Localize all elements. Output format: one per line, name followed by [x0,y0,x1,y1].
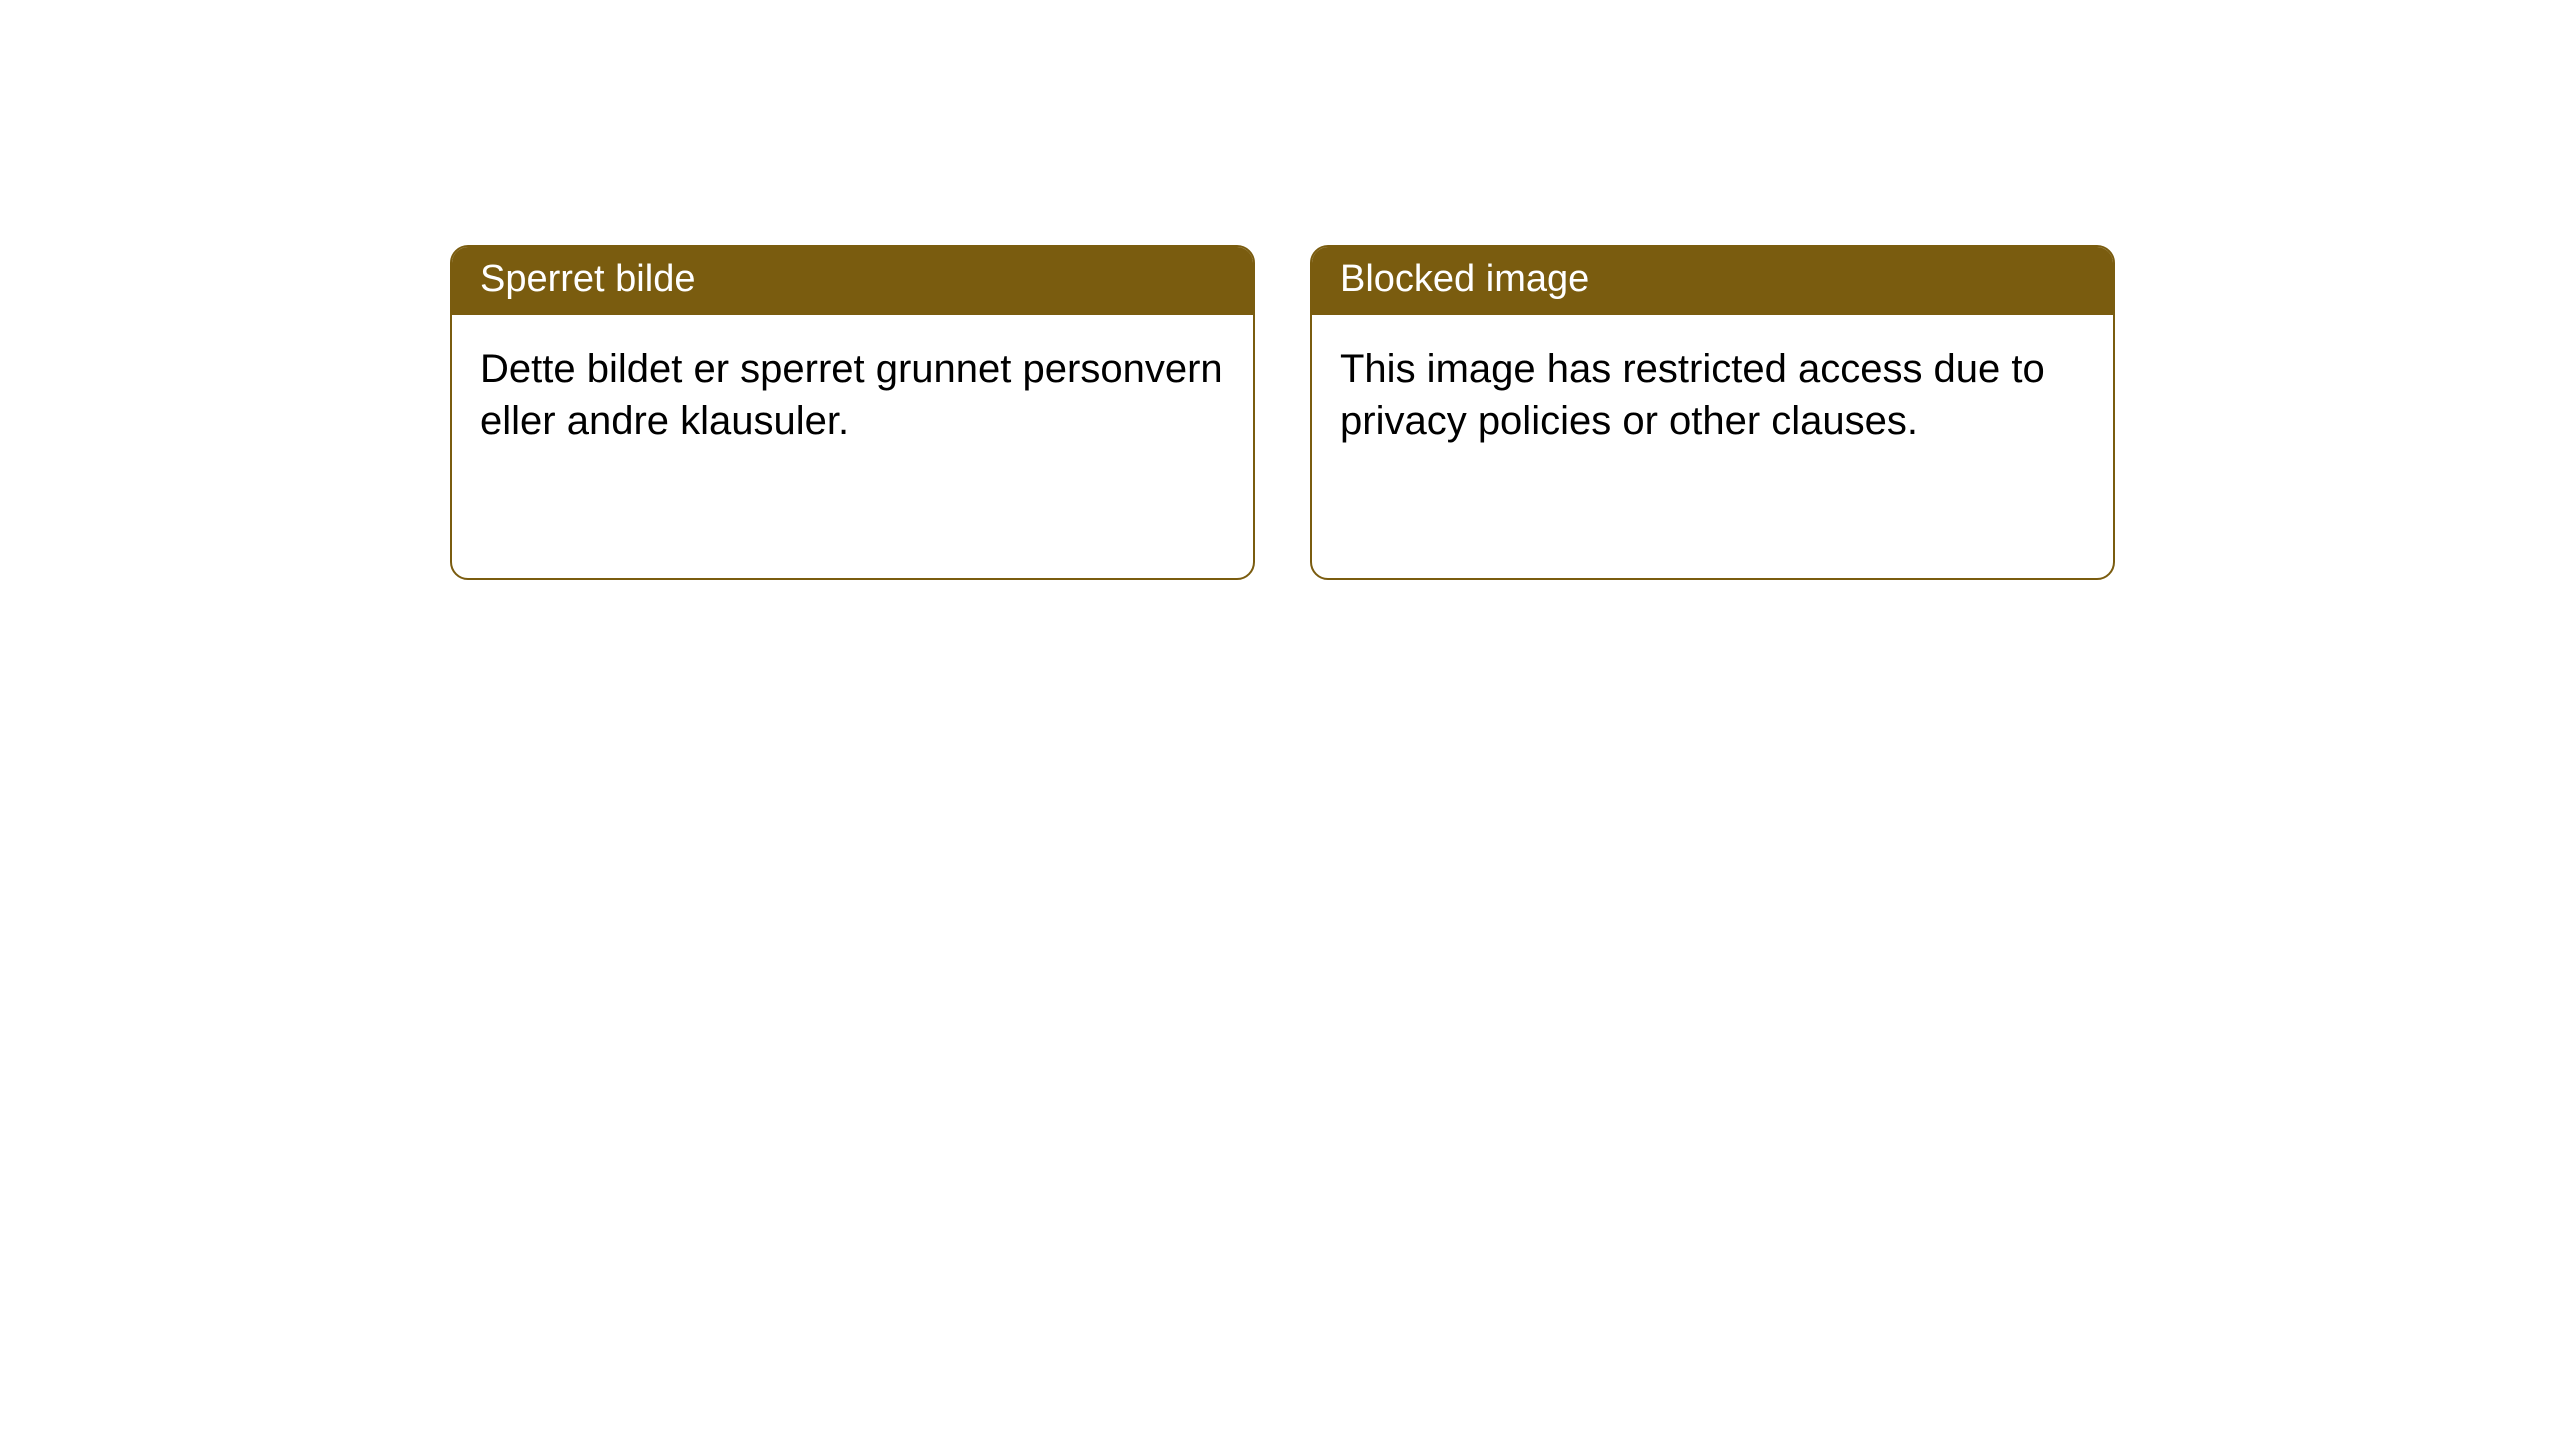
blocked-image-card-english: Blocked image This image has restricted … [1310,245,2115,580]
blocked-image-card-norwegian: Sperret bilde Dette bildet er sperret gr… [450,245,1255,580]
card-title-english: Blocked image [1312,247,2113,315]
card-title-norwegian: Sperret bilde [452,247,1253,315]
card-body-norwegian: Dette bildet er sperret grunnet personve… [452,315,1253,467]
notice-cards-container: Sperret bilde Dette bildet er sperret gr… [0,0,2560,580]
card-body-english: This image has restricted access due to … [1312,315,2113,467]
